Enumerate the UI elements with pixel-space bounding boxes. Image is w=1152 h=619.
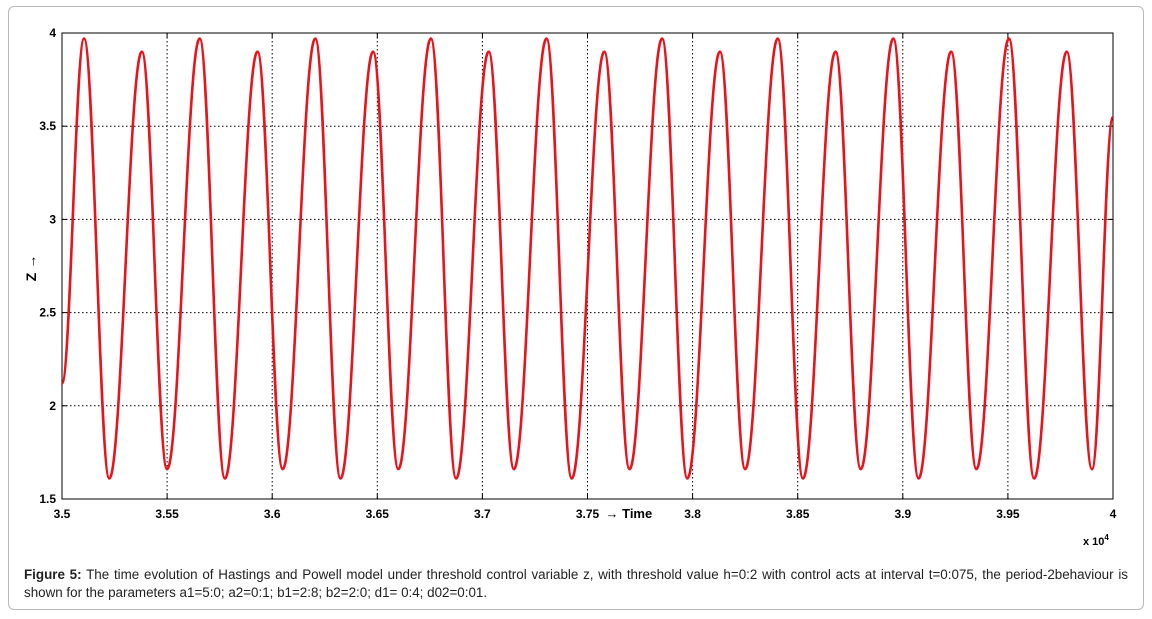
line-chart: 3.5 3.55 3.6 3.65 3.7 3.75 3.8 3.85 3.9 3.95 4 1.5 2… (23, 26, 1117, 548)
figure-frame (8, 6, 1144, 610)
x-tick-label: 3.5 (54, 507, 71, 521)
x-tick-label: 3.8 (684, 507, 701, 521)
y-tick-label: 3 (49, 212, 56, 226)
x-tick-label: 3.7 (474, 507, 491, 521)
y-tick-label: 4 (49, 26, 56, 40)
x-tick-label: 3.9 (894, 507, 911, 521)
y-tick-label: 2 (49, 399, 56, 413)
caption-label: Figure 5: (24, 567, 82, 582)
x-axis-label: → Time (606, 506, 653, 521)
x-tick-label: 3.6 (264, 507, 281, 521)
x-tick-label: 4 (1110, 507, 1117, 521)
series-line-z (60, 37, 1115, 480)
x-tick-label: 3.65 (366, 507, 390, 521)
x-tick-label: 3.85 (786, 507, 810, 521)
x-multiplier-exponent: 4 (1104, 533, 1109, 542)
y-axis-label: Z → (23, 255, 39, 281)
figure-caption: Figure 5: The time evolution of Hastings… (24, 566, 1128, 602)
x-multiplier-base: x 10 (1083, 536, 1104, 548)
caption-text: The time evolution of Hastings and Powel… (24, 567, 1129, 600)
x-tick-label: 3.75 (576, 507, 600, 521)
y-tick-label: 2.5 (39, 306, 56, 320)
x-tick-label: 3.95 (996, 507, 1020, 521)
ticks-layer: 3.5 3.55 3.6 3.65 3.7 3.75 3.8 3.85 3.9 3.95 4 1.5 2… (39, 26, 1116, 521)
x-axis-multiplier: x 104 (1083, 533, 1109, 548)
series-layer (60, 37, 1115, 480)
y-tick-label: 1.5 (39, 492, 56, 506)
x-tick-label: 3.55 (155, 507, 179, 521)
grid-layer (62, 33, 1113, 499)
y-tick-label: 3.5 (39, 119, 56, 133)
